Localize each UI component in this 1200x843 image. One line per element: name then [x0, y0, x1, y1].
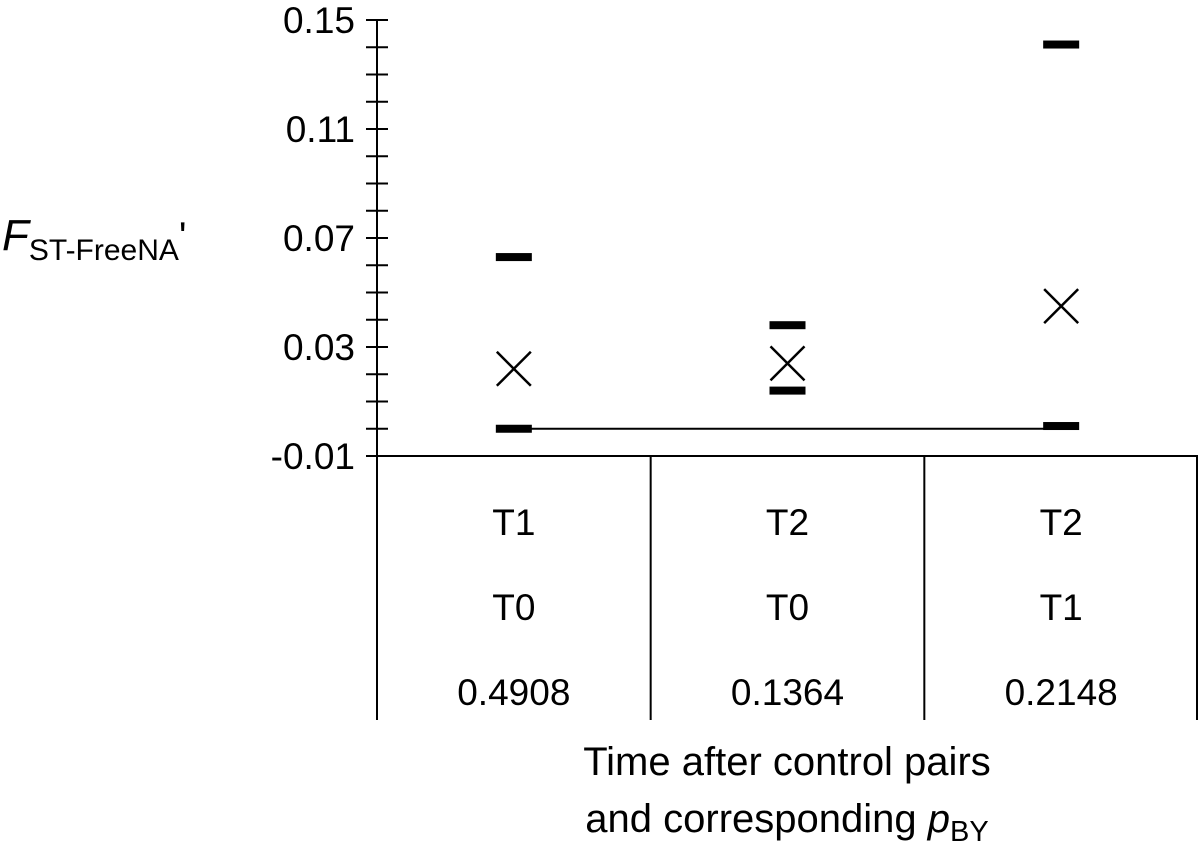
- category-label-row1: T2: [766, 502, 809, 543]
- upper-limit-bar: [769, 321, 806, 330]
- y-tick-label: 0.07: [283, 218, 355, 259]
- x-axis-title-line1: Time after control pairs: [583, 740, 991, 784]
- mean-marker-stroke-b: [1043, 288, 1080, 325]
- y-axis-title: FST-FreeNA': [2, 211, 187, 267]
- lower-limit-bar: [1043, 422, 1080, 431]
- category-label-row2: T0: [492, 587, 535, 628]
- category-label-row2: T0: [766, 587, 809, 628]
- lower-limit-bar: [769, 386, 806, 395]
- y-tick-label: 0.11: [286, 109, 355, 150]
- category-label-row2: T1: [1040, 587, 1083, 628]
- mean-marker-stroke-b: [769, 345, 806, 382]
- category-label-row3: 0.4908: [457, 672, 570, 713]
- y-axis-title-main: F: [2, 211, 31, 260]
- category-label-row1: T1: [492, 502, 535, 543]
- lower-limit-bar: [495, 424, 532, 433]
- y-tick-label: 0.03: [283, 327, 355, 368]
- category-labels: T1 T0 0.4908 T2 T0 0.1364 T2 T1 0.2148: [457, 502, 1118, 713]
- y-tick-label: -0.01: [271, 436, 355, 477]
- x-axis-title-symbol: p: [927, 797, 950, 841]
- upper-limit-bar: [1043, 40, 1080, 49]
- upper-limit-bar: [495, 253, 532, 262]
- axes: -0.01 0.03 0.07 0.11 0.15: [271, 0, 1198, 720]
- x-axis-title-subscript: BY: [950, 816, 989, 843]
- mean-marker-stroke-b: [495, 350, 532, 387]
- category-label-row3: 0.2148: [1005, 672, 1118, 713]
- y-axis-title-suffix: ': [179, 215, 187, 259]
- category-label-row3: 0.1364: [731, 672, 844, 713]
- data-marks: [495, 40, 1080, 433]
- y-axis-title-subscript: ST-FreeNA: [29, 234, 179, 267]
- category-label-row1: T2: [1040, 502, 1083, 543]
- x-axis-title-line2-prefix: and corresponding: [585, 797, 927, 841]
- x-axis-title-line2: and corresponding pBY: [585, 797, 988, 843]
- y-tick-label: 0.15: [283, 0, 355, 41]
